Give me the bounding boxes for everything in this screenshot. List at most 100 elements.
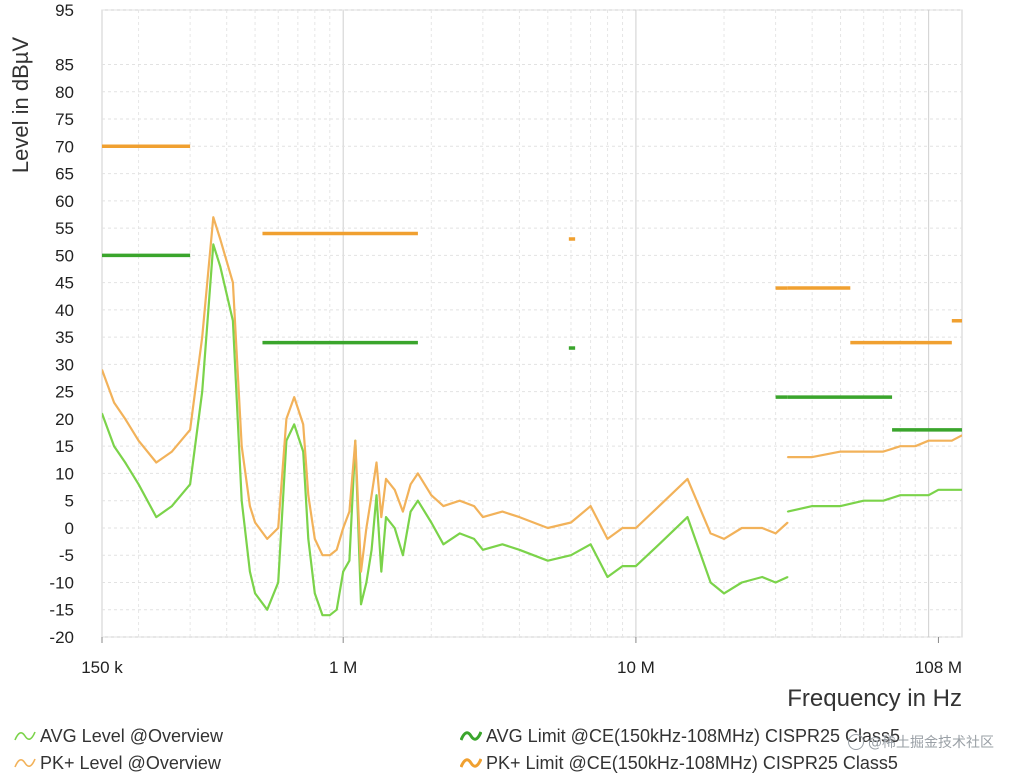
series-point <box>297 434 299 437</box>
series-point <box>937 439 940 442</box>
series-point <box>102 369 103 371</box>
legend-label-pk-level: PK+ Level @Overview <box>40 752 221 773</box>
series-point <box>307 494 310 497</box>
series-point <box>811 456 813 458</box>
y-tick-label: 5 <box>65 492 74 511</box>
series-point <box>212 216 215 218</box>
series-point <box>417 499 419 502</box>
series-point <box>621 565 624 567</box>
series-point <box>409 510 412 513</box>
series-point <box>723 592 725 595</box>
series-point <box>360 570 362 573</box>
x-tick-label: 10 M <box>617 658 655 677</box>
series-point <box>658 505 660 507</box>
watermark-logo-icon <box>848 734 864 750</box>
series-point <box>380 516 383 518</box>
series-point <box>212 243 215 246</box>
y-tick-label: 60 <box>55 192 74 211</box>
legend-label-avg-limit: AVG Limit @CE(150kHz-108MHz) CISPR25 Cla… <box>486 725 901 746</box>
series-point <box>430 494 433 497</box>
series-point <box>385 478 387 480</box>
series-point <box>723 538 725 540</box>
legend-swatch-pk-level <box>14 758 36 768</box>
series-point <box>240 445 243 447</box>
series-point <box>375 461 378 464</box>
series-point <box>761 576 763 578</box>
series-point <box>285 418 288 420</box>
series-point <box>409 483 412 486</box>
series-point <box>249 570 251 573</box>
series-point <box>155 461 158 464</box>
series-point <box>927 494 930 497</box>
series-point <box>458 532 461 535</box>
series-point <box>927 439 930 442</box>
series-point <box>914 445 917 447</box>
y-tick-label: 45 <box>55 274 74 293</box>
series-point <box>402 510 404 513</box>
series-point <box>786 510 789 513</box>
series-point <box>741 527 743 529</box>
y-tick-label: 40 <box>55 301 74 320</box>
legend-swatch-avg-level <box>14 731 36 741</box>
series-point <box>328 554 331 557</box>
series-point <box>961 488 962 491</box>
series-point <box>862 450 865 453</box>
series-point <box>348 510 351 513</box>
series-point <box>774 581 777 584</box>
legend-swatch-avg-limit <box>460 731 482 741</box>
series-point <box>113 401 115 404</box>
series-point <box>365 581 368 584</box>
x-tick-label: 108 M <box>915 658 962 677</box>
series-point <box>380 570 383 573</box>
legend-label-avg-level: AVG Level @Overview <box>40 725 223 746</box>
series-point <box>321 554 324 557</box>
series-point <box>442 543 445 546</box>
series-point <box>482 548 484 551</box>
series-point <box>137 439 140 442</box>
y-tick-label: 75 <box>55 110 74 129</box>
series-point <box>219 265 221 268</box>
series-point <box>335 608 338 611</box>
y-tick-label: 85 <box>55 56 74 75</box>
series-point <box>458 499 461 502</box>
series-point <box>124 418 126 420</box>
x-tick-label: 1 M <box>329 658 357 677</box>
plot-area <box>101 9 963 638</box>
watermark-text: @稀土掘金技术社区 <box>868 735 994 751</box>
series-point <box>862 499 865 502</box>
y-tick-label: 35 <box>55 328 74 347</box>
series-point <box>501 543 504 546</box>
series-point <box>171 505 173 507</box>
y-tick-label: -5 <box>59 546 74 565</box>
series-point <box>266 538 268 540</box>
series-point <box>240 499 243 502</box>
series-point <box>741 581 743 584</box>
series-point <box>786 456 789 458</box>
series-point <box>482 516 484 518</box>
series-point <box>686 478 689 480</box>
series-point <box>951 439 953 442</box>
series-point <box>473 538 475 540</box>
series-point <box>589 505 592 507</box>
y-tick-label: 15 <box>55 437 74 456</box>
legend-item-pk-level: PK+ Level @Overview <box>14 752 221 774</box>
series-point <box>839 450 842 453</box>
series-point <box>430 521 433 524</box>
series-point <box>171 450 173 453</box>
y-tick-label: 0 <box>65 519 74 538</box>
series-point <box>658 543 660 546</box>
series-point <box>201 336 204 338</box>
series-point <box>442 505 445 507</box>
series-point <box>189 429 191 431</box>
series-point <box>937 488 940 491</box>
series-point <box>635 527 637 529</box>
y-tick-label: 95 <box>55 1 74 20</box>
y-tick-label: -10 <box>49 573 74 592</box>
series-point <box>266 608 268 611</box>
series-point <box>473 505 475 507</box>
series-point <box>518 516 521 518</box>
series-point <box>961 434 962 437</box>
y-tick-label: 65 <box>55 165 74 184</box>
watermark: @稀土掘金技术社区 <box>848 732 994 752</box>
series-point <box>293 396 295 398</box>
